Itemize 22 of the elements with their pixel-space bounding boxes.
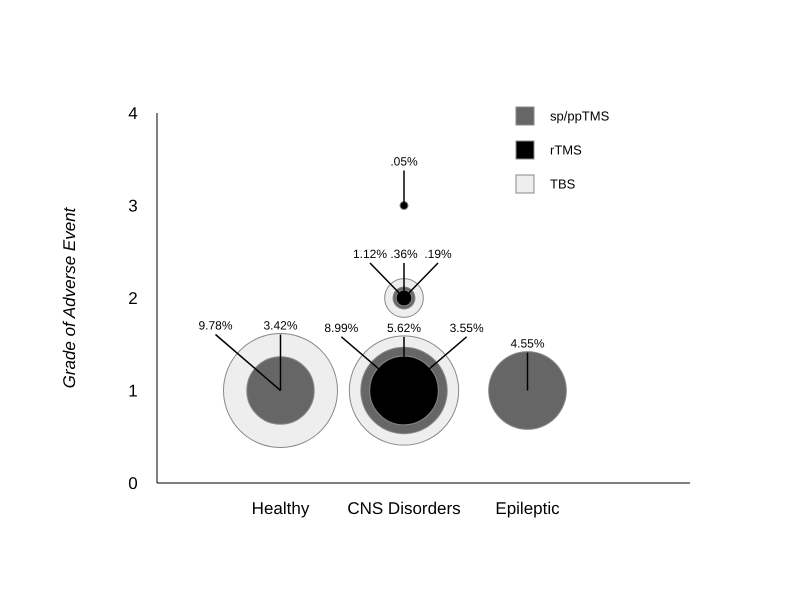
- annotation: 8.99%: [324, 320, 359, 335]
- y-tick-label: 3: [128, 196, 138, 216]
- y-tick-label: 0: [128, 474, 138, 493]
- legend-label: TBS: [550, 176, 576, 192]
- y-tick-label: 4: [128, 104, 138, 123]
- annotation: 9.78%: [198, 318, 233, 332]
- annotation: .05%: [390, 154, 418, 168]
- x-tick-label: CNS Disorders: [347, 499, 461, 518]
- legend-label: sp/ppTMS: [550, 108, 610, 124]
- annotation: 5.62%: [386, 320, 422, 335]
- annotation: .19%: [424, 247, 452, 261]
- annotation: 3.42%: [263, 318, 298, 332]
- y-tick-label: 1: [128, 381, 138, 400]
- y-axis-title: Grade of Adverse Event: [60, 206, 79, 388]
- x-tick-label: Healthy: [252, 499, 310, 518]
- legend-label: rTMS: [550, 142, 582, 158]
- annotation: .36%: [390, 247, 418, 261]
- annotation: 3.55%: [450, 320, 484, 335]
- x-tick-label: Epileptic: [495, 499, 560, 518]
- annotation: 4.55%: [510, 336, 545, 351]
- annotation: 1.12%: [352, 247, 388, 261]
- y-tick-label: 2: [128, 288, 138, 308]
